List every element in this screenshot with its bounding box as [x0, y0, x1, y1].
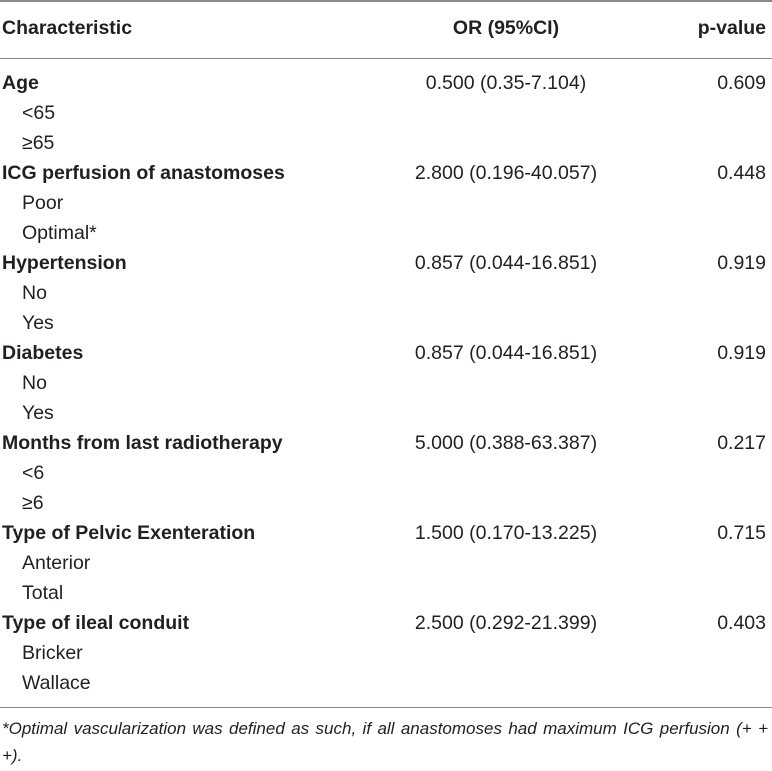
odds-ratio-value: 5.000 (0.388-63.387) [414, 432, 598, 454]
odds-ratio-value: 0.857 (0.044-16.851) [414, 342, 598, 364]
table-subrow: Yes [0, 308, 772, 338]
category-label: Wallace [22, 672, 91, 694]
table-row: Type of Pelvic Exenteration 1.500 (0.170-… [0, 518, 772, 548]
table-header-rule [0, 58, 772, 59]
table-subrow: Poor [0, 188, 772, 218]
table-subrow: <65 [0, 98, 772, 128]
characteristic-label: Hypertension [2, 252, 127, 274]
characteristic-label: Age [2, 72, 39, 94]
characteristic-label: Diabetes [2, 342, 84, 364]
table-subrow: <6 [0, 458, 772, 488]
table-top-rule [0, 0, 772, 2]
table-bottom-rule [0, 707, 772, 708]
p-value: 0.715 [717, 522, 766, 544]
category-label: Anterior [22, 552, 91, 574]
characteristic-label: Type of ileal conduit [2, 612, 190, 634]
table-header-row: Characteristic OR (95%CI) p-value [0, 13, 772, 43]
p-value: 0.919 [717, 252, 766, 274]
table-subrow: No [0, 368, 772, 398]
odds-ratio-value: 2.800 (0.196-40.057) [414, 162, 598, 184]
category-label: Bricker [22, 642, 83, 664]
table-subrow: Bricker [0, 638, 772, 668]
category-label: ≥65 [22, 132, 55, 154]
table-subrow: No [0, 278, 772, 308]
category-label: <65 [22, 102, 56, 124]
table-row: Age 0.500 (0.35-7.104) 0.609 [0, 68, 772, 98]
category-label: Poor [22, 192, 64, 214]
p-value: 0.403 [717, 612, 766, 634]
table-subrow: Wallace [0, 668, 772, 698]
table-subrow: Optimal* [0, 218, 772, 248]
category-label: No [22, 282, 47, 304]
odds-ratio-value: 0.857 (0.044-16.851) [414, 252, 598, 274]
table-row: ICG perfusion of anastomoses 2.800 (0.196… [0, 158, 772, 188]
p-value: 0.919 [717, 342, 766, 364]
table-subrow: Total [0, 578, 772, 608]
category-label: Total [22, 582, 64, 604]
odds-ratio-value: 0.500 (0.35-7.104) [425, 72, 587, 94]
characteristic-label: ICG perfusion of anastomoses [2, 162, 285, 184]
table-footnote: *Optimal vascularization was defined as … [2, 719, 768, 765]
table-row: Months from last radiotherapy 5.000 (0.38… [0, 428, 772, 458]
header-p-value: p-value [697, 17, 766, 39]
header-odds-ratio: OR (95%CI) [452, 17, 560, 39]
characteristic-label: Type of Pelvic Exenteration [2, 522, 256, 544]
category-label: Yes [22, 402, 54, 424]
table-subrow: ≥6 [0, 488, 772, 518]
odds-ratio-value: 1.500 (0.170-13.225) [414, 522, 598, 544]
odds-ratio-value: 2.500 (0.292-21.399) [414, 612, 598, 634]
table-row: Type of ileal conduit 2.500 (0.292-21.399… [0, 608, 772, 638]
table-subrow: ≥65 [0, 128, 772, 158]
table-subrow: Anterior [0, 548, 772, 578]
table-row: Diabetes 0.857 (0.044-16.851) 0.919 [0, 338, 772, 368]
category-label: <6 [22, 462, 45, 484]
category-label: Yes [22, 312, 54, 334]
p-value: 0.217 [717, 432, 766, 454]
p-value: 0.609 [717, 72, 766, 94]
table-row: Hypertension 0.857 (0.044-16.851) 0.919 [0, 248, 772, 278]
category-label: Optimal* [22, 222, 97, 244]
header-characteristic: Characteristic [2, 17, 133, 39]
table-subrow: Yes [0, 398, 772, 428]
category-label: ≥6 [22, 492, 44, 514]
p-value: 0.448 [717, 162, 766, 184]
characteristic-label: Months from last radiotherapy [2, 432, 283, 454]
category-label: No [22, 372, 47, 394]
